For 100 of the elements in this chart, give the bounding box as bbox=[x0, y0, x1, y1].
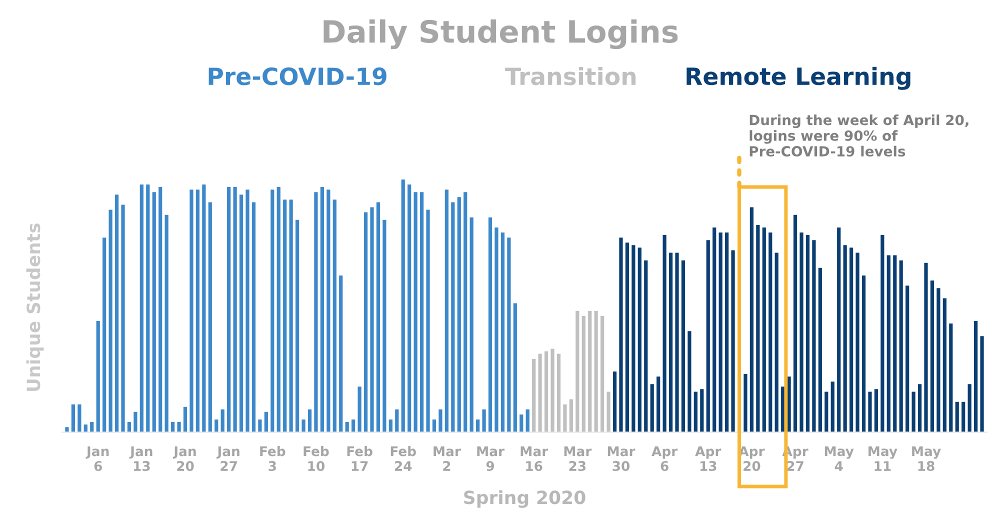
x-tick-label: Mar 23 bbox=[564, 446, 592, 472]
x-tick-label: Jan 27 bbox=[216, 446, 240, 471]
bar bbox=[270, 190, 274, 432]
bar bbox=[395, 409, 399, 432]
bar bbox=[488, 217, 492, 432]
bar bbox=[401, 179, 405, 432]
bar bbox=[358, 386, 362, 432]
bar bbox=[314, 192, 318, 432]
x-tick-label: Feb 17 bbox=[347, 446, 372, 471]
bar bbox=[644, 260, 648, 432]
bar bbox=[886, 255, 890, 432]
text: Pre-COVID-19 bbox=[208, 67, 386, 86]
bar bbox=[942, 298, 946, 432]
bar bbox=[364, 212, 368, 432]
bar bbox=[339, 275, 343, 432]
bar bbox=[874, 389, 878, 432]
bar bbox=[283, 200, 287, 432]
bar bbox=[220, 409, 224, 432]
bar bbox=[476, 420, 480, 432]
text: Transition bbox=[505, 66, 636, 86]
bar bbox=[756, 224, 760, 432]
bar bbox=[675, 252, 679, 432]
bar bbox=[632, 245, 636, 432]
bar bbox=[812, 240, 816, 432]
x-tick-label: Feb 24 bbox=[390, 446, 416, 471]
bar bbox=[712, 227, 716, 432]
bar bbox=[65, 427, 69, 432]
bar bbox=[320, 187, 324, 432]
bar bbox=[563, 404, 567, 432]
bar bbox=[246, 190, 250, 432]
bar bbox=[196, 190, 200, 432]
bar bbox=[464, 192, 468, 432]
bar bbox=[830, 382, 834, 432]
bar bbox=[818, 268, 822, 432]
bar bbox=[806, 235, 810, 432]
bar bbox=[177, 422, 181, 432]
bar bbox=[345, 422, 349, 432]
bar bbox=[793, 214, 798, 432]
bar bbox=[146, 184, 150, 432]
x-tick-label: May 11 bbox=[868, 446, 898, 471]
x-tick-label: Mar 16 bbox=[520, 446, 548, 472]
bar bbox=[912, 392, 916, 432]
x-axis-title: Spring 2020 bbox=[464, 490, 586, 508]
bar bbox=[140, 184, 144, 432]
bar bbox=[694, 392, 698, 432]
bar bbox=[214, 420, 218, 432]
bar bbox=[974, 320, 978, 432]
bar bbox=[295, 220, 300, 432]
bar bbox=[420, 192, 424, 432]
bar bbox=[190, 190, 194, 432]
bar bbox=[774, 252, 778, 432]
bar bbox=[239, 194, 244, 432]
bar bbox=[538, 354, 542, 432]
bar bbox=[457, 197, 461, 432]
bar bbox=[899, 260, 903, 432]
bar bbox=[289, 200, 293, 432]
bar bbox=[494, 227, 498, 432]
bar bbox=[164, 214, 168, 432]
bar bbox=[202, 184, 206, 432]
bar bbox=[612, 371, 617, 432]
bar bbox=[252, 202, 256, 432]
bar bbox=[451, 202, 455, 432]
bar bbox=[520, 414, 524, 432]
bar bbox=[507, 238, 511, 432]
x-tick-label: May 4 bbox=[824, 446, 854, 471]
bar bbox=[258, 420, 262, 432]
bar bbox=[183, 406, 188, 432]
bar bbox=[569, 399, 573, 432]
bar bbox=[426, 210, 430, 432]
x-tick-label: May 18 bbox=[912, 446, 941, 472]
bar bbox=[668, 252, 673, 432]
x-tick-label: Mar 9 bbox=[477, 446, 504, 472]
bar bbox=[906, 286, 910, 432]
bar bbox=[158, 187, 162, 432]
bar bbox=[619, 238, 623, 432]
bar bbox=[588, 310, 592, 432]
bar bbox=[700, 389, 704, 432]
bar bbox=[750, 207, 754, 432]
bar bbox=[576, 310, 580, 432]
bar bbox=[650, 384, 654, 432]
bar bbox=[326, 190, 330, 432]
bar bbox=[849, 248, 854, 432]
bar bbox=[102, 238, 106, 432]
bar bbox=[556, 354, 561, 432]
bar bbox=[84, 424, 88, 432]
bar bbox=[625, 242, 630, 432]
x-tick-label: Jan 20 bbox=[172, 446, 196, 472]
bar bbox=[90, 422, 94, 432]
chart-title: Daily Student Logins bbox=[324, 19, 678, 50]
bar bbox=[880, 235, 884, 432]
bar bbox=[382, 220, 386, 432]
bar bbox=[388, 420, 392, 432]
x-tick-label: Jan 13 bbox=[129, 446, 152, 472]
bar bbox=[500, 232, 505, 432]
bar bbox=[962, 402, 966, 432]
bar bbox=[302, 420, 306, 432]
text: During the week of April 20, logins were 90% of Pre-COVID-19 levels bbox=[750, 114, 968, 157]
bar bbox=[582, 316, 586, 432]
bar bbox=[918, 384, 922, 432]
bar bbox=[170, 422, 175, 432]
